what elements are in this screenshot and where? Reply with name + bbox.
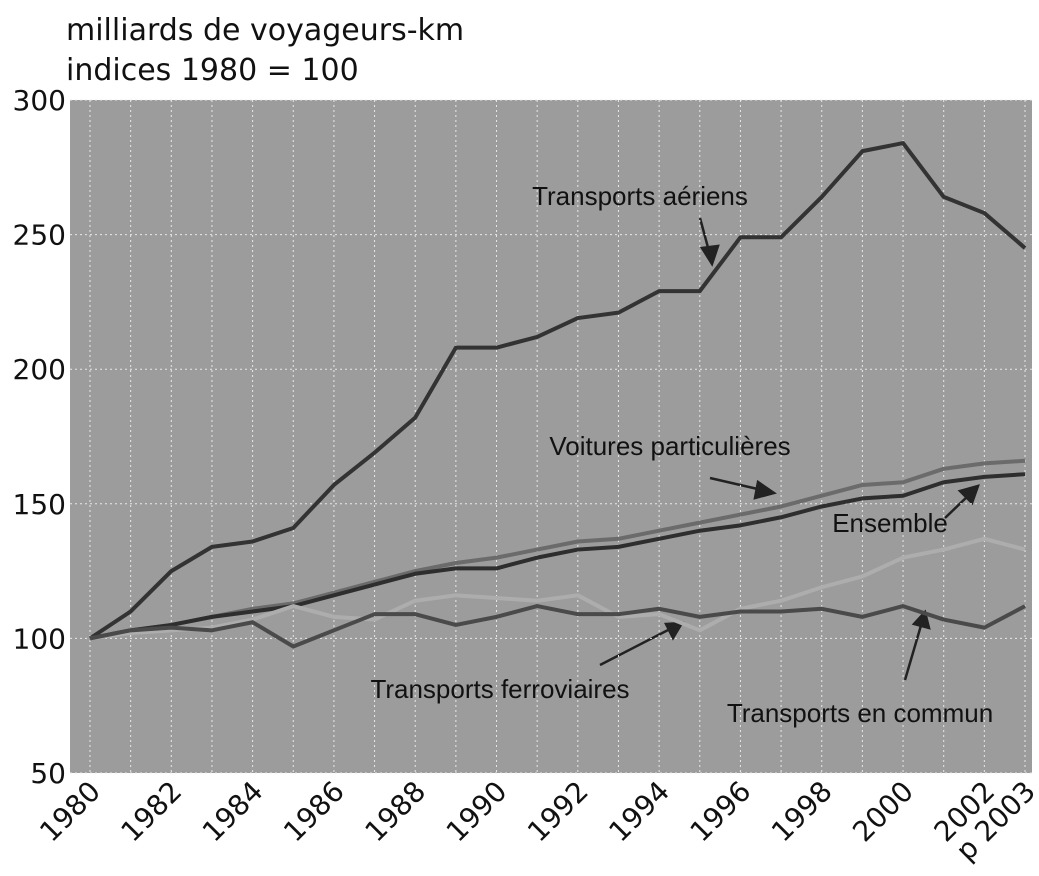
- series-line: [89, 604, 1026, 649]
- plot-background: [70, 100, 1032, 773]
- x-tick-label: 1988: [358, 775, 432, 849]
- series-line: [89, 536, 1026, 641]
- y-tick-label: 200: [13, 353, 66, 386]
- series-label: Transports en commun: [727, 698, 993, 728]
- series-label: Transports aériens: [532, 181, 748, 211]
- series-label: Ensemble: [832, 508, 948, 538]
- chart-subtitle: indices 1980 = 100: [66, 53, 359, 88]
- series-label: Transports ferroviaires: [370, 674, 629, 704]
- x-tick-label: 1994: [602, 775, 676, 849]
- y-tick-label: 250: [13, 219, 66, 252]
- x-tick-label: 1992: [521, 775, 595, 849]
- chart-title: milliards de voyageurs-km: [66, 13, 464, 48]
- y-tick-label: 100: [13, 622, 66, 655]
- series-line: [89, 472, 1026, 641]
- x-tick-label: 1986: [277, 775, 351, 849]
- x-tick-label: 1984: [196, 775, 270, 849]
- series-line: [89, 458, 1026, 641]
- y-tick-label: 300: [13, 84, 66, 117]
- arrows: [599, 217, 980, 681]
- x-tick-label: 1996: [684, 775, 758, 849]
- x-tick-label: 1998: [765, 775, 839, 849]
- y-tick-label: 150: [13, 488, 66, 521]
- x-tick-label: 2000: [846, 775, 920, 849]
- series-line: [88, 141, 1027, 641]
- series-label: Voitures particulières: [549, 431, 790, 461]
- y-tick-label: 50: [30, 757, 66, 790]
- x-tick-label: 1990: [440, 775, 514, 849]
- x-tick-label: 1982: [115, 775, 189, 849]
